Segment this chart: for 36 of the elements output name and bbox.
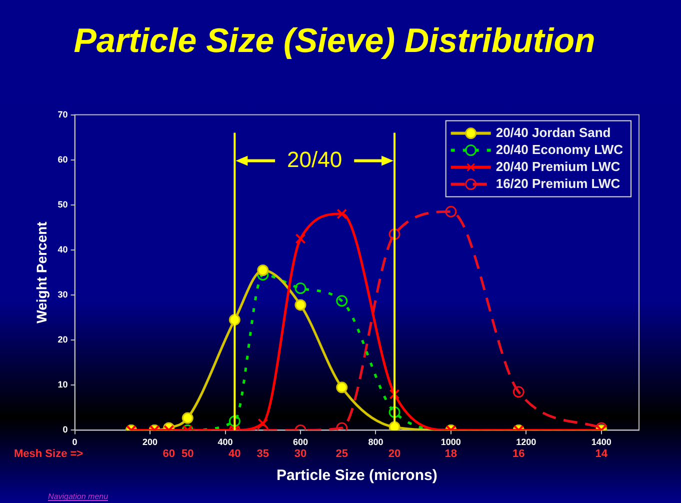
y-tick-label: 40 — [58, 244, 68, 254]
text: Mesh Size => — [14, 448, 84, 460]
y-tick-label: 70 — [58, 109, 68, 120]
x-tick-label: 1400 — [591, 437, 612, 448]
text: 50 — [182, 448, 194, 460]
x-tick-label: 1200 — [516, 437, 536, 448]
x-axis-title: Particle Size (microns) — [276, 467, 438, 484]
y-tick-label: 60 — [58, 154, 68, 164]
y-tick-label: 20 — [58, 334, 68, 345]
x-tick-label: 200 — [142, 437, 158, 448]
legend-label: 16/20 Premium LWC — [496, 176, 621, 191]
text: 20 — [388, 448, 401, 460]
text: Navigation menu — [48, 492, 109, 502]
legend-label: 20/40 Economy LWC — [496, 142, 624, 157]
y-tick-label: 50 — [58, 199, 68, 210]
annotation: 20/40 — [287, 146, 342, 172]
y-tick-label: 30 — [58, 290, 68, 300]
y-axis-title: Weight Percent — [33, 221, 50, 324]
x-tick-label: 400 — [218, 437, 233, 448]
text: 30 — [294, 448, 307, 460]
x-tick-label: 600 — [292, 437, 308, 448]
legend-label: 20/40 Jordan Sand — [496, 124, 611, 140]
x-tick-label: 1000 — [440, 437, 461, 448]
text: 16 — [512, 448, 525, 460]
legend-label: 20/40 Premium LWC — [496, 158, 621, 174]
text: 60 — [162, 448, 175, 460]
chart-title: Particle Size (Sieve) Distribution — [74, 22, 596, 60]
text: 25 — [336, 448, 348, 460]
text: 14 — [595, 448, 608, 460]
text: 18 — [444, 448, 458, 460]
text: 40 — [228, 448, 241, 460]
x-tick-label: 800 — [368, 437, 384, 448]
x-tick-label: 0 — [72, 437, 78, 448]
y-tick-label: 0 — [62, 424, 68, 435]
y-tick-label: 10 — [58, 380, 68, 390]
text: 35 — [256, 448, 269, 460]
